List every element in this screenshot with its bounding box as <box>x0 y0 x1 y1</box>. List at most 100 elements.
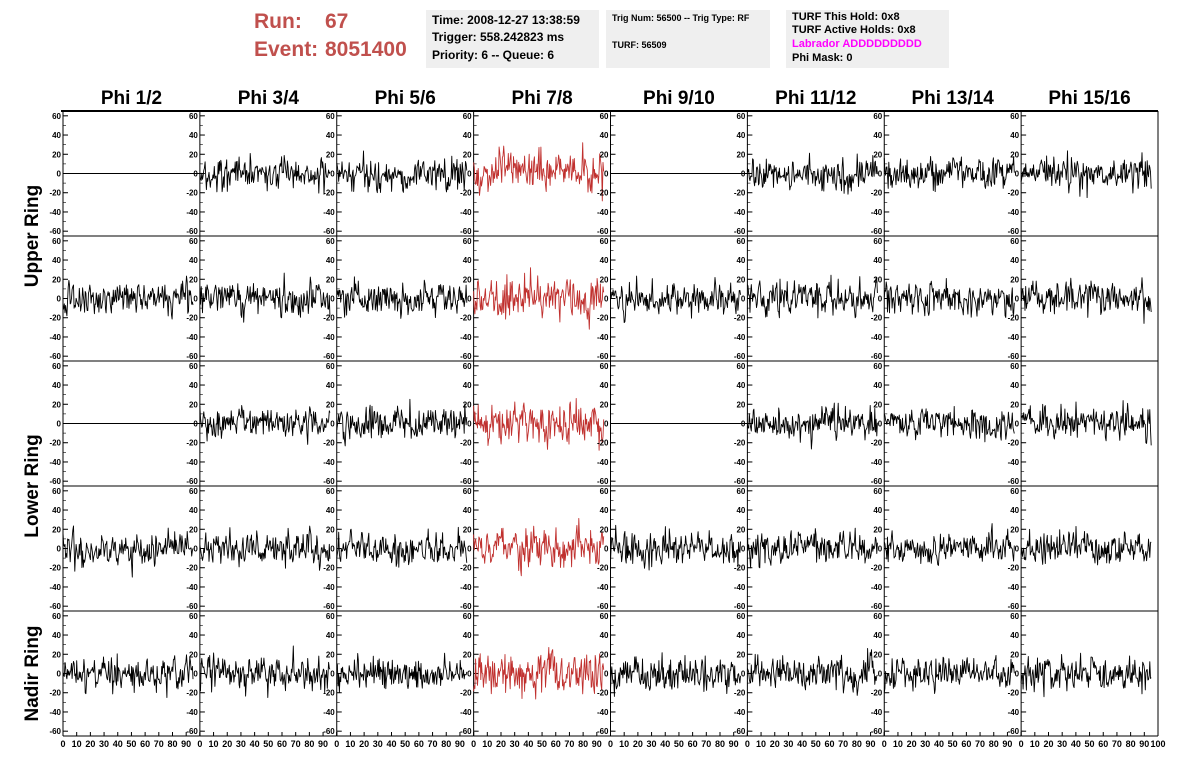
waveform-line <box>199 525 331 571</box>
waveform-line <box>883 655 1015 694</box>
y-tick-label: -60 <box>597 727 609 736</box>
y-tick-label: -40 <box>186 708 198 717</box>
row-label: Nadir Ring <box>22 625 43 721</box>
y-tick-label: 60 <box>326 112 335 121</box>
y-tick-label: -60 <box>186 727 198 736</box>
x-tick-label: 90 <box>592 739 602 749</box>
y-tick-label: 0 <box>1015 420 1020 429</box>
y-tick-label: -60 <box>323 602 335 611</box>
y-tick-label: -60 <box>734 227 746 236</box>
y-tick-label: 0 <box>467 670 472 679</box>
x-tick-label: 0 <box>882 739 887 749</box>
y-tick-label: 60 <box>736 237 745 246</box>
y-tick-label: 40 <box>326 131 335 140</box>
y-tick-label: 20 <box>600 525 609 534</box>
y-tick-label: -40 <box>734 208 746 217</box>
y-tick-label: -20 <box>871 689 883 698</box>
y-tick-label: -60 <box>460 227 472 236</box>
y-tick-label: 0 <box>330 420 335 429</box>
y-tick-label: 60 <box>873 237 882 246</box>
x-tick-label: 40 <box>523 739 533 749</box>
x-tick-label: 10 <box>209 739 219 749</box>
waveform-line <box>610 652 741 697</box>
priority-text: Priority: 6 -- Queue: 6 <box>432 48 555 62</box>
x-tick-label: 40 <box>386 739 396 749</box>
x-tick-label: 90 <box>455 739 465 749</box>
y-tick-label: -20 <box>186 189 198 198</box>
x-tick-label: 10 <box>893 739 903 749</box>
x-tick-label: 30 <box>647 739 657 749</box>
y-tick-label: 0 <box>604 170 609 179</box>
y-tick-label: 40 <box>1010 631 1019 640</box>
y-tick-label: -20 <box>1008 439 1020 448</box>
row-label: Upper Ring <box>22 185 43 287</box>
y-tick-label: 20 <box>600 150 609 159</box>
y-tick-label: 0 <box>1015 295 1020 304</box>
y-tick-label: -40 <box>1008 583 1020 592</box>
y-tick-label: 60 <box>326 237 335 246</box>
y-tick-label: 40 <box>326 631 335 640</box>
y-tick-label: -20 <box>597 689 609 698</box>
y-tick-label: 0 <box>741 420 746 429</box>
y-tick-label: -40 <box>597 458 609 467</box>
y-tick-label: 60 <box>189 237 198 246</box>
x-tick-label: 30 <box>373 739 383 749</box>
x-tick-label: 80 <box>1126 739 1136 749</box>
y-tick-label: -40 <box>871 208 883 217</box>
y-tick-label: 60 <box>873 112 882 121</box>
x-tick-label: 90 <box>318 739 328 749</box>
y-tick-label: -40 <box>186 208 198 217</box>
event-value: 8051400 <box>325 38 407 61</box>
y-tick-label: 20 <box>1010 650 1019 659</box>
y-tick-label: -40 <box>323 458 335 467</box>
column-title: Phi 11/12 <box>775 88 856 109</box>
y-tick-label: -60 <box>597 477 609 486</box>
y-tick-label: -20 <box>1008 689 1020 698</box>
y-tick-label: 20 <box>463 150 472 159</box>
y-tick-label: 20 <box>52 525 61 534</box>
y-tick-label: 60 <box>189 112 198 121</box>
y-tick-label: 0 <box>330 545 335 554</box>
y-tick-label: -20 <box>49 439 61 448</box>
y-tick-label: 40 <box>1010 256 1019 265</box>
y-tick-label: 20 <box>736 275 745 284</box>
y-tick-label: -60 <box>323 227 335 236</box>
y-tick-label: -40 <box>49 333 61 342</box>
waveform-line <box>336 150 468 194</box>
y-tick-label: 20 <box>189 275 198 284</box>
y-tick-label: -40 <box>49 458 61 467</box>
y-tick-label: -20 <box>49 314 61 323</box>
y-tick-label: 0 <box>193 295 198 304</box>
y-tick-label: 20 <box>326 525 335 534</box>
x-tick-label: 40 <box>660 739 670 749</box>
y-tick-label: -20 <box>871 439 883 448</box>
y-tick-label: 40 <box>1010 506 1019 515</box>
x-tick-label: 10 <box>619 739 629 749</box>
y-tick-label: -40 <box>323 208 335 217</box>
y-tick-label: 0 <box>741 545 746 554</box>
y-tick-label: 60 <box>463 487 472 496</box>
column-title: Phi 13/14 <box>911 88 994 109</box>
y-tick-label: 60 <box>736 612 745 621</box>
y-tick-label: 60 <box>52 362 61 371</box>
x-tick-label: 10 <box>756 739 766 749</box>
y-tick-label: 0 <box>193 170 198 179</box>
y-tick-label: 20 <box>1010 400 1019 409</box>
y-tick-label: 60 <box>736 487 745 496</box>
y-tick-label: 0 <box>193 670 198 679</box>
y-tick-label: -60 <box>323 727 335 736</box>
y-tick-label: -20 <box>1008 314 1020 323</box>
y-tick-label: -20 <box>323 564 335 573</box>
y-tick-label: -20 <box>460 439 472 448</box>
y-tick-label: 40 <box>873 631 882 640</box>
y-tick-label: 60 <box>463 237 472 246</box>
y-tick-label: -60 <box>49 352 61 361</box>
y-tick-label: 0 <box>57 545 62 554</box>
y-tick-label: 0 <box>741 670 746 679</box>
y-tick-label: -60 <box>1008 602 1020 611</box>
waveform-line <box>1020 652 1152 698</box>
phi-mask-text: Phi Mask: 0 <box>792 52 853 64</box>
y-tick-label: 0 <box>193 420 198 429</box>
y-tick-label: 40 <box>600 131 609 140</box>
x-tick-label: 60 <box>140 739 150 749</box>
